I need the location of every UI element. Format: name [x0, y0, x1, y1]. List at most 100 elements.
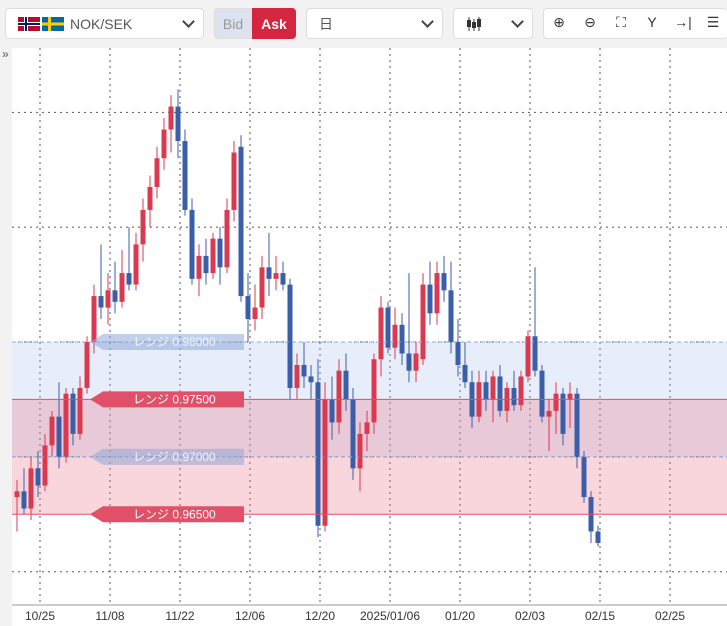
candle-body	[511, 387, 517, 406]
x-tick-label: 12/06	[235, 609, 265, 623]
x-tick-label: 12/20	[305, 609, 335, 623]
lock-y[interactable]: Y	[647, 14, 657, 30]
candle-body	[147, 186, 153, 210]
candle-body	[574, 393, 580, 457]
candle-body	[532, 336, 538, 371]
candle-body	[245, 296, 251, 320]
candle-body	[385, 307, 391, 348]
candle-body	[105, 290, 111, 308]
candle-body	[252, 307, 258, 320]
candle-body	[49, 416, 55, 446]
candle-body	[427, 284, 433, 314]
candle-body	[126, 273, 132, 285]
candle-body	[539, 370, 545, 417]
candle-body	[203, 255, 209, 274]
range-label: レンジ 0.96500	[133, 507, 216, 521]
candle-body	[35, 468, 41, 486]
zoom-in[interactable]: ⊕	[553, 14, 565, 30]
x-tick-label: 02/15	[585, 609, 615, 623]
candle-body	[56, 416, 62, 457]
candle-body	[350, 399, 356, 469]
candle-body	[280, 273, 286, 285]
candle-body	[357, 433, 363, 469]
candle-body	[518, 376, 524, 406]
candle-body	[140, 209, 146, 245]
candle-body	[217, 238, 223, 268]
flag-se	[42, 16, 64, 31]
candle-body	[231, 152, 237, 210]
candle-body	[308, 376, 314, 383]
range-label: レンジ 0.98000	[133, 335, 216, 349]
candle-body	[301, 364, 307, 377]
tool-group	[543, 8, 727, 39]
candle-body	[175, 106, 181, 142]
bid-button[interactable]: Bid	[214, 8, 252, 39]
candle-body	[42, 445, 48, 486]
go-end[interactable]: →|	[674, 14, 692, 30]
candle-body	[490, 376, 496, 400]
candle-body	[455, 342, 461, 365]
candle-body	[371, 359, 377, 423]
candle-body	[154, 158, 160, 187]
candle-body	[581, 456, 587, 498]
candle-body	[483, 382, 489, 400]
candle-body	[364, 422, 370, 434]
symbol-select[interactable]: NOK/SEK	[5, 8, 204, 39]
candle-body	[259, 267, 265, 308]
period: 日	[319, 15, 333, 32]
chart: 10/25 11/08 11/22 12/06 12/20 2025/01/06 01/20…	[12, 48, 727, 626]
candle-body	[189, 209, 195, 279]
chart-type-select[interactable]	[453, 8, 533, 39]
candle-body	[392, 324, 398, 348]
candle-body	[406, 353, 412, 371]
candle-body	[567, 393, 573, 400]
candle-body	[168, 106, 174, 130]
x-tick-label: 02/03	[515, 609, 545, 623]
candle-body	[322, 399, 328, 526]
fit[interactable]: ⛶	[616, 14, 626, 30]
candle-body	[21, 491, 27, 509]
ask-button[interactable]: Ask	[252, 8, 296, 39]
x-tick-label: 01/20	[445, 609, 475, 623]
candle-body	[14, 491, 20, 498]
period-select[interactable]: 日	[306, 8, 443, 39]
candle-body	[560, 393, 566, 434]
candle-body	[63, 393, 69, 457]
candle-body	[497, 376, 503, 411]
x-tick-label: 11/22	[165, 609, 194, 623]
x-tick-label: 02/25	[655, 609, 685, 623]
candle-body	[343, 370, 349, 400]
candle-body	[182, 141, 188, 210]
candle-body	[273, 273, 279, 279]
candle-body	[98, 296, 104, 308]
candle-body	[266, 267, 272, 279]
candle-body	[546, 410, 552, 417]
x-tick-label: 2025/01/06	[360, 609, 420, 623]
candle-body	[84, 342, 90, 388]
candle-body	[238, 146, 244, 297]
candle-body	[595, 531, 601, 543]
range-label: レンジ 0.97500	[133, 393, 216, 407]
candle-body	[462, 364, 468, 383]
candle-icon	[467, 16, 481, 31]
candle-body	[525, 336, 531, 377]
candle-body	[315, 382, 321, 526]
candle-body	[112, 290, 118, 302]
symbol: NOK/SEK	[70, 15, 133, 32]
candle-body	[119, 273, 125, 302]
candle-body	[196, 255, 202, 279]
range-tag	[90, 391, 244, 408]
candle-body	[287, 284, 293, 388]
candle-body	[133, 244, 139, 285]
candle-body	[161, 129, 167, 159]
collapse[interactable]: »	[2, 47, 9, 61]
notes[interactable]: ☰	[706, 14, 720, 30]
candle-body	[434, 273, 440, 314]
candle-body	[420, 284, 426, 360]
range-tag	[90, 448, 244, 465]
range-tag	[90, 334, 244, 351]
x-tick-label: 11/08	[95, 609, 124, 623]
zoom-out[interactable]: ⊖	[584, 14, 596, 30]
range-tag	[90, 506, 244, 523]
